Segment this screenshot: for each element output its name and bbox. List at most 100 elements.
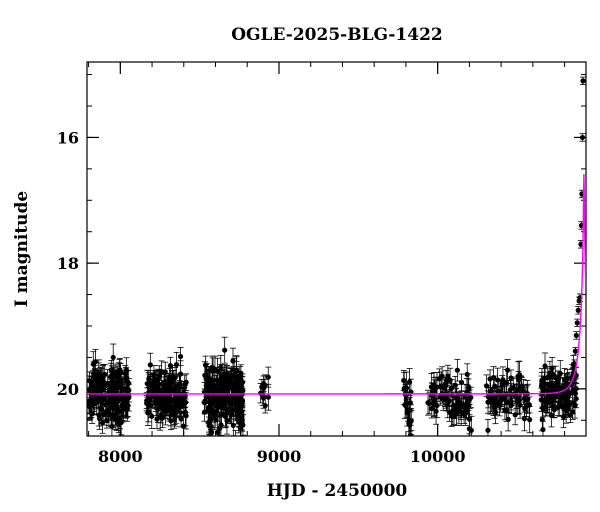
data-point	[148, 402, 154, 408]
data-point	[565, 398, 571, 404]
data-point	[217, 425, 223, 431]
data-point	[233, 436, 238, 441]
data-point	[213, 395, 219, 401]
data-point	[425, 400, 431, 406]
data-point	[111, 383, 117, 389]
data-point	[260, 381, 267, 387]
data-point	[260, 395, 267, 401]
data-point	[171, 417, 178, 423]
data-point	[146, 376, 152, 382]
data-point	[463, 409, 469, 415]
data-point	[431, 399, 438, 405]
data-point	[572, 390, 578, 397]
data-point	[210, 383, 216, 389]
data-point	[458, 409, 464, 415]
data-point	[557, 370, 563, 377]
data-point	[561, 377, 568, 383]
data-point	[238, 384, 244, 390]
data-point	[445, 402, 451, 408]
data-point	[172, 386, 178, 392]
data-point	[451, 413, 457, 419]
data-point	[177, 353, 184, 360]
data-point	[148, 387, 154, 393]
data-point	[239, 398, 245, 404]
data-point	[163, 401, 170, 408]
data-point	[151, 372, 157, 378]
data-point	[265, 374, 271, 380]
data-point	[173, 409, 179, 415]
data-point	[118, 378, 124, 384]
data-point	[492, 409, 499, 415]
data-point	[123, 367, 130, 373]
data-point	[202, 362, 209, 368]
data-point	[153, 400, 159, 406]
data-point	[406, 420, 412, 426]
data-point	[403, 403, 409, 409]
data-point	[572, 402, 578, 409]
data-point	[455, 403, 461, 409]
data-point	[238, 370, 244, 376]
data-point	[240, 422, 246, 428]
data-point	[169, 373, 176, 379]
data-point	[114, 374, 120, 380]
data-point	[177, 371, 184, 377]
data-point	[465, 385, 472, 391]
data-point	[147, 382, 153, 388]
data-point	[116, 422, 122, 428]
data-point	[165, 382, 171, 389]
data-point	[237, 402, 243, 408]
data-point	[445, 373, 451, 379]
data-point	[462, 393, 468, 400]
data-point	[403, 385, 410, 391]
data-point	[439, 373, 445, 379]
data-point	[96, 415, 103, 422]
data-point	[501, 394, 508, 400]
data-point	[230, 358, 236, 364]
data-point	[551, 403, 557, 409]
data-point	[527, 417, 533, 423]
data-point	[446, 409, 452, 415]
data-point	[538, 397, 544, 403]
data-point	[217, 399, 223, 405]
data-point	[215, 429, 221, 436]
data-point	[499, 381, 505, 387]
data-point	[226, 408, 232, 414]
data-point	[485, 427, 491, 433]
data-point	[213, 408, 219, 414]
data-point	[145, 409, 151, 415]
data-point	[540, 426, 546, 433]
data-point	[209, 429, 215, 435]
data-point	[224, 417, 230, 424]
data-point	[543, 401, 549, 407]
data-point	[508, 375, 514, 381]
data-point	[558, 394, 564, 400]
data-point	[408, 432, 414, 436]
data-point	[542, 363, 548, 369]
data-point	[487, 398, 493, 404]
data-point	[220, 394, 226, 401]
data-point	[230, 422, 236, 428]
data-point	[93, 376, 100, 382]
data-point	[120, 386, 126, 392]
data-point	[572, 348, 578, 354]
data-point	[98, 405, 104, 411]
data-point	[108, 411, 114, 418]
data-point	[114, 407, 120, 413]
data-point	[491, 404, 498, 410]
data-point	[553, 375, 559, 381]
data-point	[540, 405, 546, 411]
data-point	[224, 378, 230, 384]
data-point	[158, 369, 165, 375]
y-tick-label: 18	[57, 254, 79, 273]
x-axis-label: HJD - 2450000	[267, 481, 408, 501]
data-point	[567, 412, 573, 418]
data-point	[104, 408, 110, 414]
data-point	[579, 134, 586, 141]
data-point	[109, 423, 115, 430]
data-point	[108, 375, 114, 381]
data-point	[147, 362, 153, 368]
data-point	[538, 383, 545, 389]
data-point	[574, 320, 580, 326]
data-point	[90, 361, 96, 367]
data-point	[147, 392, 153, 398]
